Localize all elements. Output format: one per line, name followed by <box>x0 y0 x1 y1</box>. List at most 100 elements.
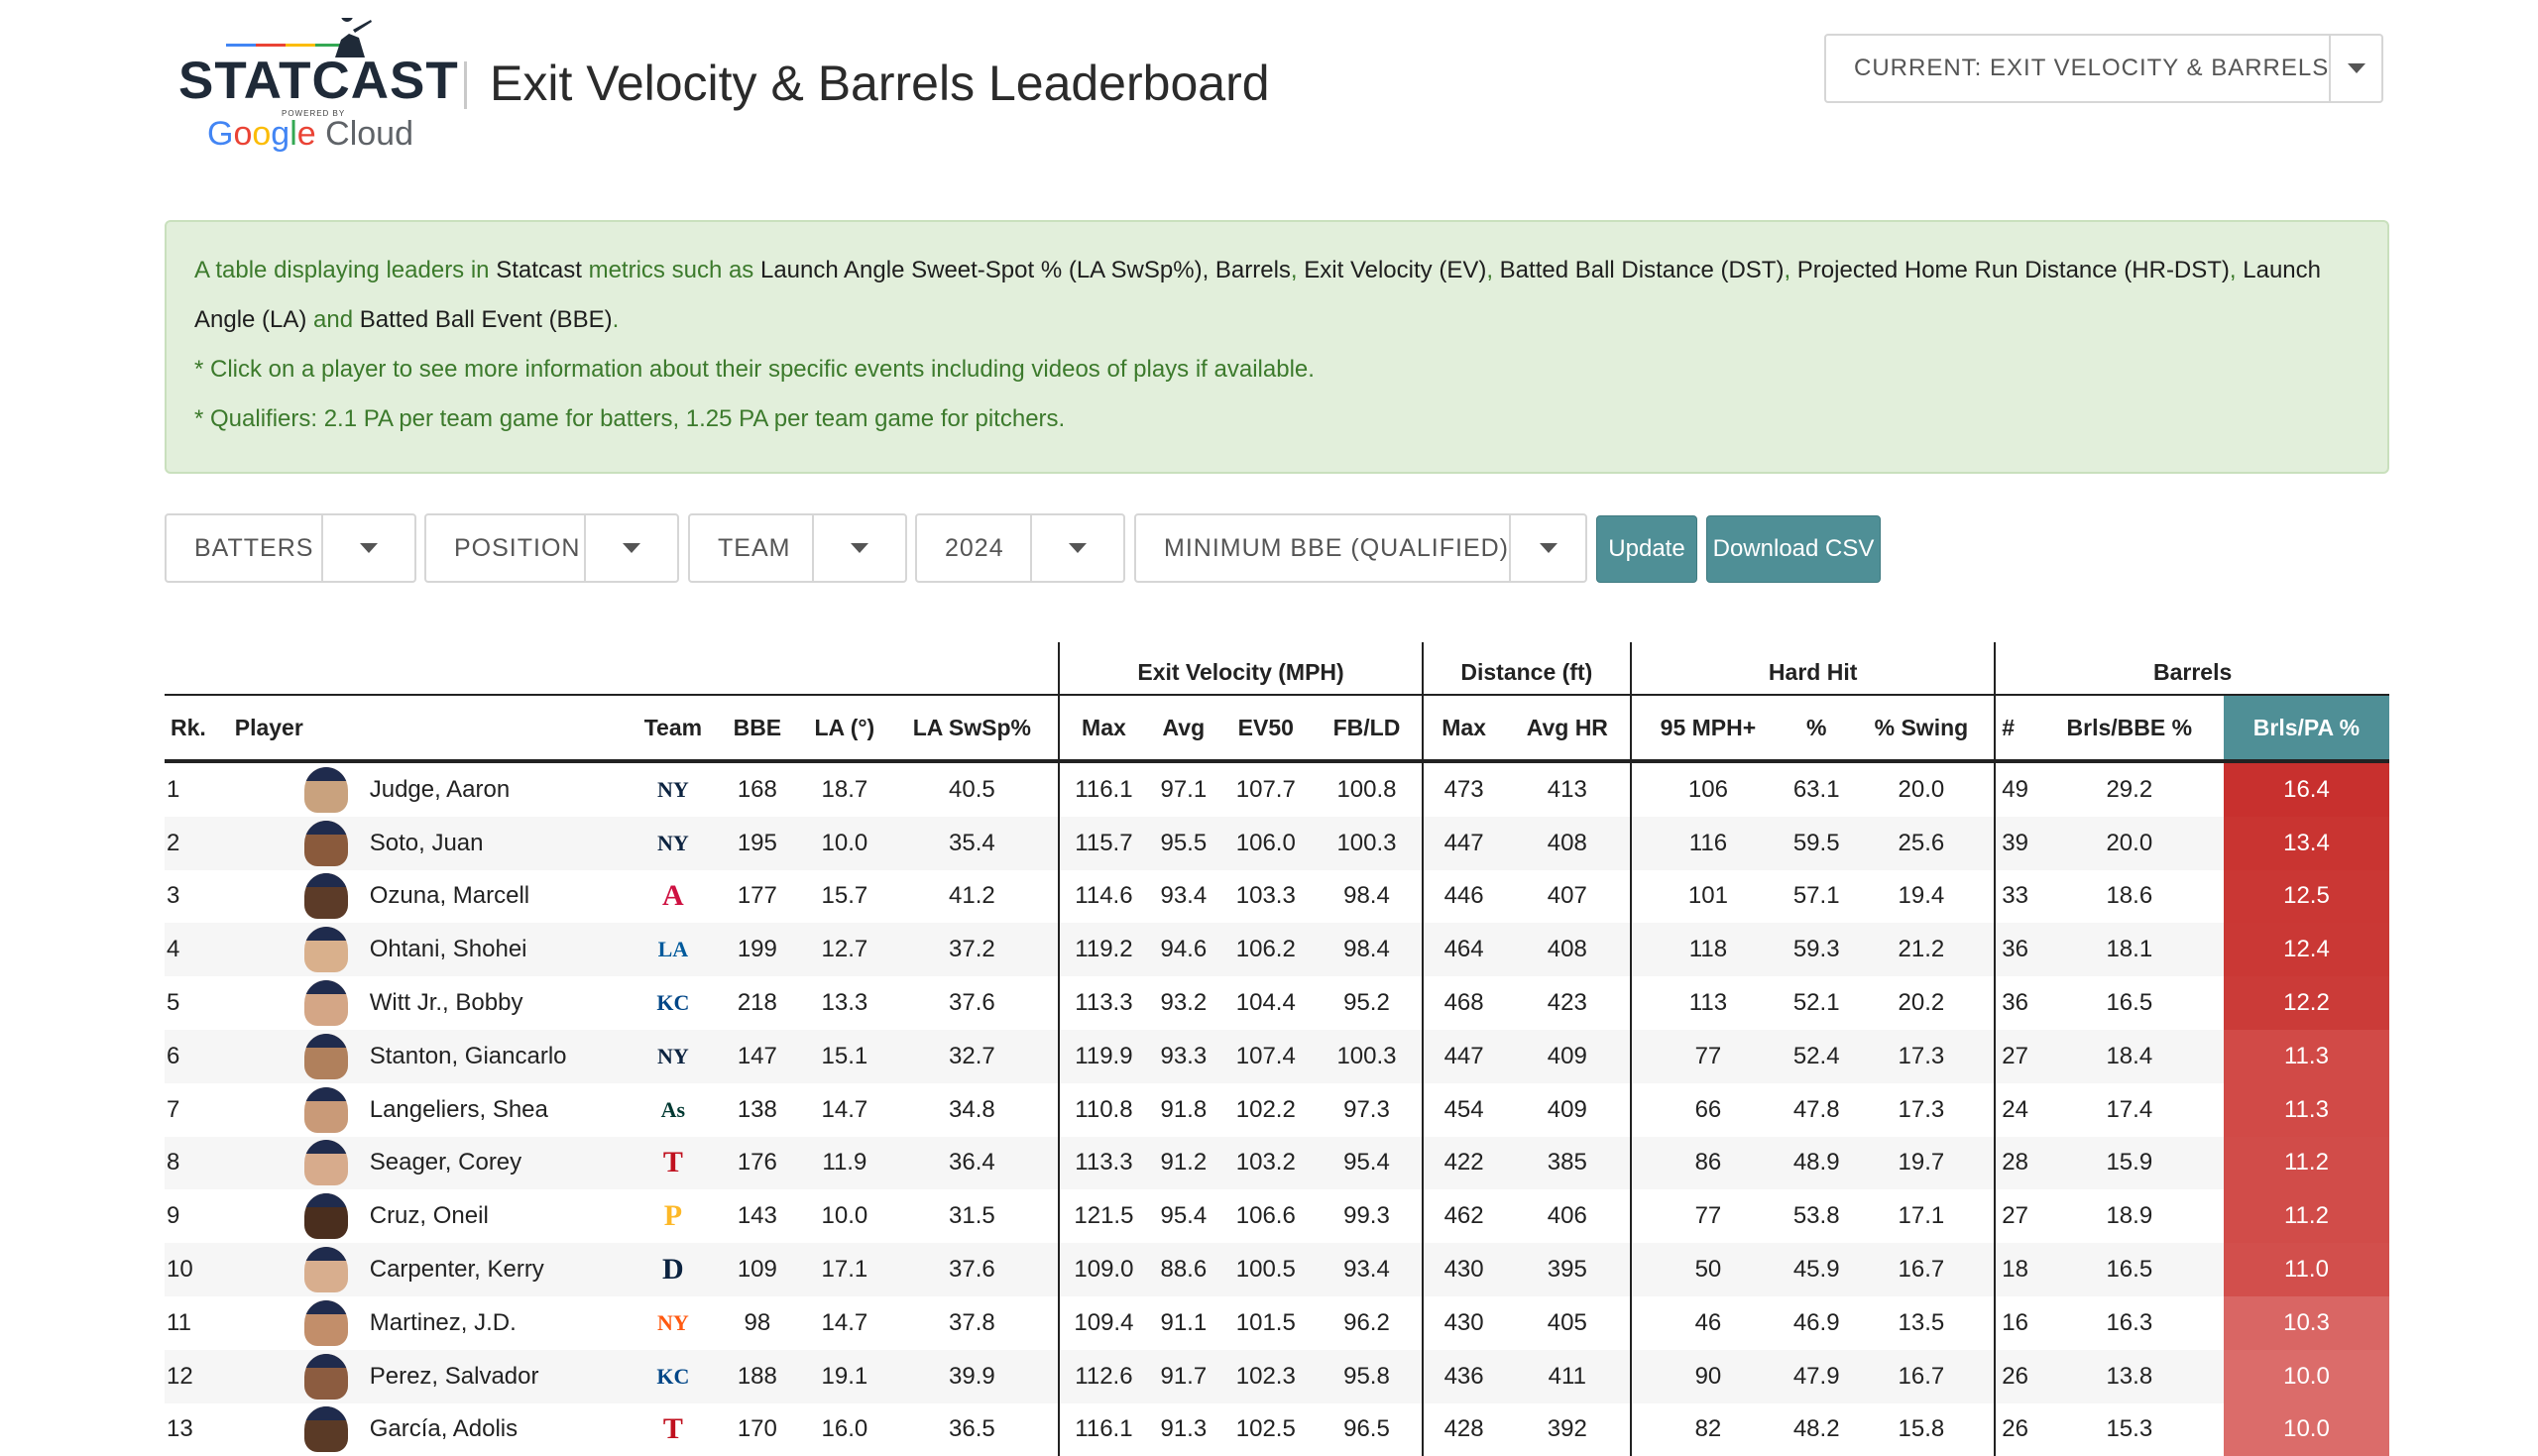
player-link[interactable]: Ozuna, Marcell <box>229 873 635 920</box>
la-cell: 15.7 <box>821 882 868 910</box>
player-cell[interactable]: Stanton, Giancarlo <box>228 1029 635 1083</box>
player-name[interactable]: Langeliers, Shea <box>369 1095 548 1123</box>
ev-max-cell: 112.6 <box>1058 1349 1148 1403</box>
avg-hr-cell: 408 <box>1504 923 1632 977</box>
col-brls-pa-sorted[interactable]: Brls/PA % <box>2223 694 2389 763</box>
ev50-cell: 107.4 <box>1219 1029 1313 1083</box>
col-hard-hit-swing[interactable]: % Swing <box>1848 694 1996 763</box>
col-avg-hr[interactable]: Avg HR <box>1504 694 1632 763</box>
player-link[interactable]: García, Adolis <box>229 1406 635 1453</box>
col-fbld[interactable]: FB/LD <box>1312 694 1423 763</box>
player-type-select[interactable]: BATTERS <box>165 513 416 583</box>
col-player[interactable]: Player <box>228 694 635 763</box>
player-cell[interactable]: Langeliers, Shea <box>229 1083 635 1137</box>
player-cell[interactable]: Judge, Aaron <box>229 761 635 817</box>
year-select[interactable]: 2024 <box>915 513 1125 583</box>
table-row[interactable]: 7 Langeliers, Shea As 138 14.7 34.8 110.8 91.8 1… <box>165 1082 2389 1137</box>
rangers-logo: T <box>662 1411 683 1445</box>
player-link[interactable]: Martinez, J.D. <box>229 1299 635 1346</box>
player-link[interactable]: Witt Jr., Bobby <box>229 980 635 1027</box>
position-select[interactable]: POSITION <box>424 513 679 583</box>
player-link[interactable]: Perez, Salvador <box>229 1353 635 1400</box>
col-dist-max[interactable]: Max <box>1421 694 1505 763</box>
table-row[interactable]: 13 García, Adolis T 170 16.0 36.5 116.1 91.3 102… <box>165 1402 2389 1456</box>
player-link[interactable]: Ohtani, Shohei <box>229 927 635 973</box>
year-caret[interactable] <box>1030 515 1123 581</box>
player-cell[interactable]: Perez, Salvador <box>228 1349 635 1403</box>
col-ev-avg[interactable]: Avg <box>1147 694 1220 763</box>
col-barrels-count[interactable]: # <box>1994 694 2035 763</box>
player-link[interactable]: Seager, Corey <box>229 1140 635 1186</box>
table-row[interactable]: 4 Ohtani, Shohei LA 199 12.7 37.2 119.2 94.6 106… <box>165 923 2389 977</box>
col-ev-max[interactable]: Max <box>1058 694 1148 763</box>
player-name[interactable]: Seager, Corey <box>369 1149 522 1176</box>
avg-hr-cell: 407 <box>1547 882 1587 910</box>
table-row[interactable]: 6 Stanton, Giancarlo NY 147 15.1 32.7 119.9 93.… <box>165 1029 2389 1083</box>
player-link[interactable]: Soto, Juan <box>229 820 635 866</box>
player-name[interactable]: Perez, Salvador <box>369 1362 539 1390</box>
min-bbe-caret[interactable] <box>1509 515 1585 581</box>
col-bbe[interactable]: BBE <box>711 694 804 763</box>
player-link[interactable]: Cruz, Oneil <box>229 1193 635 1240</box>
player-cell[interactable]: Witt Jr., Bobby <box>229 976 635 1030</box>
table-row[interactable]: 12 Perez, Salvador KC 188 19.1 39.9 112.6 91.7 1… <box>165 1349 2389 1403</box>
player-cell[interactable]: Seager, Corey <box>228 1136 635 1190</box>
col-rank[interactable]: Rk. <box>165 694 229 763</box>
player-name[interactable]: Stanton, Giancarlo <box>369 1042 567 1069</box>
player-cell[interactable]: Ozuna, Marcell <box>229 870 635 924</box>
player-cell[interactable]: Soto, Juan <box>228 816 635 870</box>
col-hard-hit-pct[interactable]: % <box>1784 694 1849 763</box>
leaderboard-view-select[interactable]: CURRENT: EXIT VELOCITY & BARRELS <box>1824 34 2383 103</box>
update-button[interactable]: Update <box>1596 515 1697 583</box>
position-caret[interactable] <box>584 515 677 581</box>
col-la[interactable]: LA (°) <box>803 694 886 763</box>
player-link[interactable]: Judge, Aaron <box>229 766 635 813</box>
table-row[interactable]: 10 Carpenter, Kerry D 109 17.1 37.6 109.0 88.6 1… <box>165 1243 2389 1296</box>
col-95mph[interactable]: 95 MPH+ <box>1630 694 1785 763</box>
col-brls-bbe[interactable]: Brls/BBE % <box>2034 694 2224 763</box>
col-ev50[interactable]: EV50 <box>1219 694 1313 763</box>
player-name[interactable]: Ozuna, Marcell <box>369 882 530 910</box>
table-row[interactable]: 9 Cruz, Oneil P 143 10.0 31.5 121.5 95.4 106.6 99… <box>165 1189 2389 1244</box>
view-select-caret[interactable] <box>2329 36 2381 101</box>
player-cell[interactable]: Carpenter, Kerry <box>228 1243 635 1296</box>
player-cell[interactable]: García, Adolis <box>229 1403 635 1456</box>
avatar <box>303 980 348 1027</box>
player-cell[interactable]: Martinez, J.D. <box>229 1296 635 1350</box>
mph95-cell: 118 <box>1630 923 1785 977</box>
player-name[interactable]: Ohtani, Shohei <box>369 936 527 963</box>
player-link[interactable]: Carpenter, Kerry <box>229 1247 635 1293</box>
player-cell[interactable]: Ohtani, Shohei <box>228 923 635 977</box>
ev-avg-cell: 93.2 <box>1160 989 1208 1017</box>
table-row[interactable]: 5 Witt Jr., Bobby KC 218 13.3 37.6 113.3 93.2 10… <box>165 976 2389 1030</box>
player-name[interactable]: Carpenter, Kerry <box>369 1256 544 1284</box>
table-row[interactable]: 11 Martinez, J.D. NY 98 14.7 37.8 109.4 91.1 101… <box>165 1295 2389 1350</box>
download-csv-button[interactable]: Download CSV <box>1706 515 1881 583</box>
table-row[interactable]: 1 Judge, Aaron NY 168 18.7 40.5 116.1 97.1 107.7… <box>165 761 2389 817</box>
col-team[interactable]: Team <box>634 694 712 763</box>
rank-cell: 6 <box>165 1029 229 1083</box>
team-cell: KC <box>634 976 711 1030</box>
min-bbe-select[interactable]: MINIMUM BBE (QUALIFIED) <box>1134 513 1587 583</box>
player-name[interactable]: Martinez, J.D. <box>369 1308 517 1336</box>
player-link[interactable]: Stanton, Giancarlo <box>229 1033 635 1079</box>
player-link[interactable]: Langeliers, Shea <box>229 1086 635 1133</box>
player-name[interactable]: Cruz, Oneil <box>369 1202 489 1230</box>
team-caret[interactable] <box>812 515 905 581</box>
player-type-caret[interactable] <box>321 515 414 581</box>
player-name[interactable]: Witt Jr., Bobby <box>369 989 523 1017</box>
player-name[interactable]: García, Adolis <box>369 1415 519 1443</box>
table-row[interactable]: 8 Seager, Corey T 176 11.9 36.4 113.3 91.2 103.2… <box>165 1136 2389 1190</box>
player-name[interactable]: Judge, Aaron <box>369 775 511 803</box>
player-name[interactable]: Soto, Juan <box>369 829 484 856</box>
col-la-swsp[interactable]: LA SwSp% <box>885 694 1060 763</box>
table-row[interactable]: 3 Ozuna, Marcell A 177 15.7 41.2 114.6 93.4 103.… <box>165 869 2389 924</box>
chevron-down-icon <box>2347 63 2365 73</box>
la-swsp-cell: 36.5 <box>949 1415 995 1443</box>
statcast-logo[interactable]: STATCAST POWERED BY Google Cloud <box>178 18 458 157</box>
team-cell: NY <box>634 1029 712 1083</box>
la-swsp-cell: 39.9 <box>885 1349 1060 1403</box>
team-select[interactable]: TEAM <box>688 513 907 583</box>
table-row[interactable]: 2 Soto, Juan NY 195 10.0 35.4 115.7 95.5 106.0 10… <box>165 816 2389 870</box>
player-cell[interactable]: Cruz, Oneil <box>229 1189 635 1243</box>
